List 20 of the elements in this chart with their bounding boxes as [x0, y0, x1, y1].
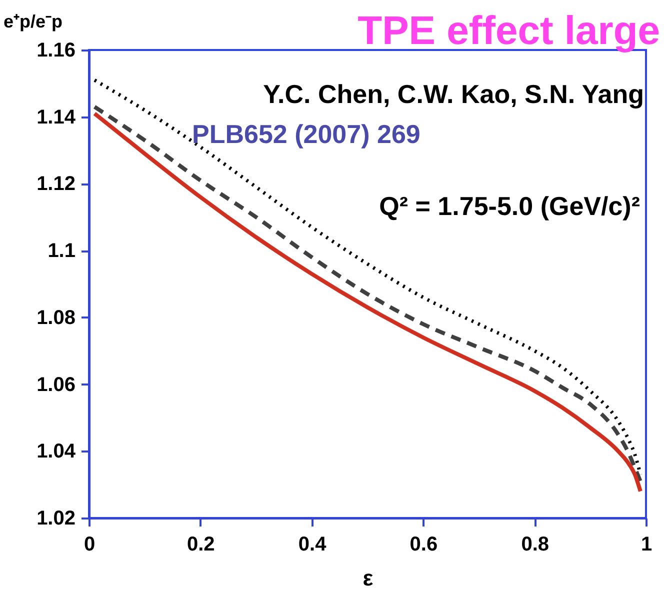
- y-tick-label: 1.06: [36, 374, 76, 396]
- annotation: PLB652 (2007) 269: [192, 119, 420, 149]
- y-tick-label: 1.1: [48, 240, 76, 262]
- x-tick-label: 0.4: [298, 534, 328, 556]
- x-tick-label: 0.2: [186, 534, 215, 556]
- y-tick-label: 1.12: [36, 173, 76, 196]
- annotation: Q² = 1.75-5.0 (GeV/c)²: [379, 191, 640, 221]
- y-tick-label: 1.08: [36, 306, 76, 329]
- annotation: Y.C. Chen, C.W. Kao, S.N. Yang: [263, 79, 644, 109]
- y-tick-label: 1.16: [36, 40, 76, 62]
- x-tick-label: 0: [84, 534, 96, 556]
- y-tick-label: 1.02: [36, 508, 76, 530]
- y-axis-title: e⁺p/e⁻p: [4, 12, 63, 32]
- x-tick-label: 1: [640, 534, 652, 556]
- chart-title: TPE effect large: [358, 9, 660, 53]
- x-tick-label: 0.8: [521, 534, 550, 556]
- y-tick-label: 1.04: [36, 440, 76, 463]
- y-tick-label: 1.14: [36, 106, 76, 128]
- x-tick-label: 0.6: [410, 534, 438, 556]
- x-axis-title: ε: [362, 566, 374, 590]
